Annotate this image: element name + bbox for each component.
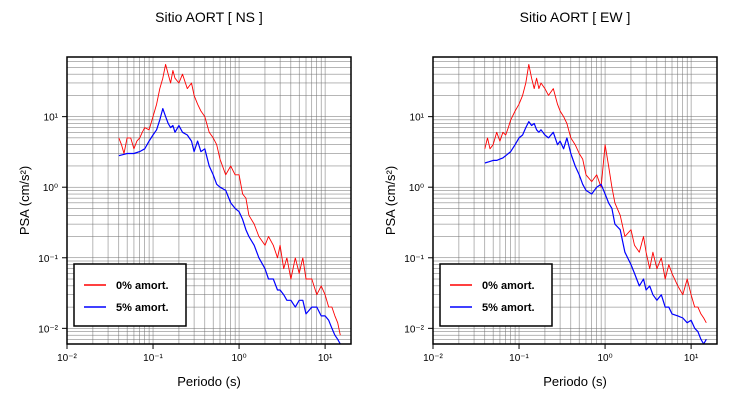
plot-frame (432, 56, 718, 345)
series-line-red (118, 63, 341, 336)
x-tick-label: 10⁻² (423, 353, 443, 364)
y-tick-label: 10⁻² (404, 324, 424, 335)
x-tick-label: 10⁰ (231, 353, 246, 364)
series-line-blue (484, 120, 707, 345)
x-tick-label: 10¹ (318, 353, 333, 364)
x-axis-label: Periodo (s) (177, 374, 241, 389)
chart-panel-2: 10⁻² 10⁻¹ 10⁰ 10¹ 10⁻² 10⁻¹ 10⁰ 10¹ Sitio AORT [… (383, 9, 718, 389)
series-line-blue (118, 107, 341, 345)
y-tick-label: 10⁻² (38, 324, 58, 335)
x-axis-label: Periodo (s) (543, 374, 607, 389)
legend: 0% amort. 5% amort. (439, 263, 553, 327)
x-tick-label: 10⁻¹ (143, 353, 163, 364)
chart-panel-1: 10⁻² 10⁻¹ 10⁰ 10¹ 10⁻² 10⁻¹ 10⁰ 10¹ Sitio AORT [… (17, 9, 352, 389)
legend-label: 5% amort. (482, 302, 535, 314)
y-tick-label: 10⁰ (409, 183, 424, 194)
y-tick-label: 10¹ (410, 113, 425, 124)
y-tick-label: 10⁻¹ (38, 254, 58, 265)
y-axis-label: PSA (cm/s²) (383, 166, 398, 235)
series-line-red (484, 63, 707, 324)
legend-label: 0% amort. (482, 280, 535, 292)
y-tick-label: 10⁻¹ (404, 254, 424, 265)
legend-label: 5% amort. (116, 302, 169, 314)
legend: 0% amort. 5% amort. (73, 263, 187, 327)
chart-title: Sitio AORT [ NS ] (155, 9, 263, 25)
x-tick-label: 10⁻² (57, 353, 77, 364)
x-tick-label: 10⁻¹ (509, 353, 529, 364)
legend-label: 0% amort. (116, 280, 169, 292)
legend-box (439, 263, 553, 327)
plot-frame (66, 56, 352, 345)
y-tick-label: 10⁰ (43, 183, 58, 194)
y-tick-label: 10¹ (44, 113, 59, 124)
x-tick-label: 10¹ (684, 353, 699, 364)
legend-box (73, 263, 187, 327)
x-tick-label: 10⁰ (597, 353, 612, 364)
y-axis-label: PSA (cm/s²) (17, 166, 32, 235)
chart-title: Sitio AORT [ EW ] (520, 9, 631, 25)
